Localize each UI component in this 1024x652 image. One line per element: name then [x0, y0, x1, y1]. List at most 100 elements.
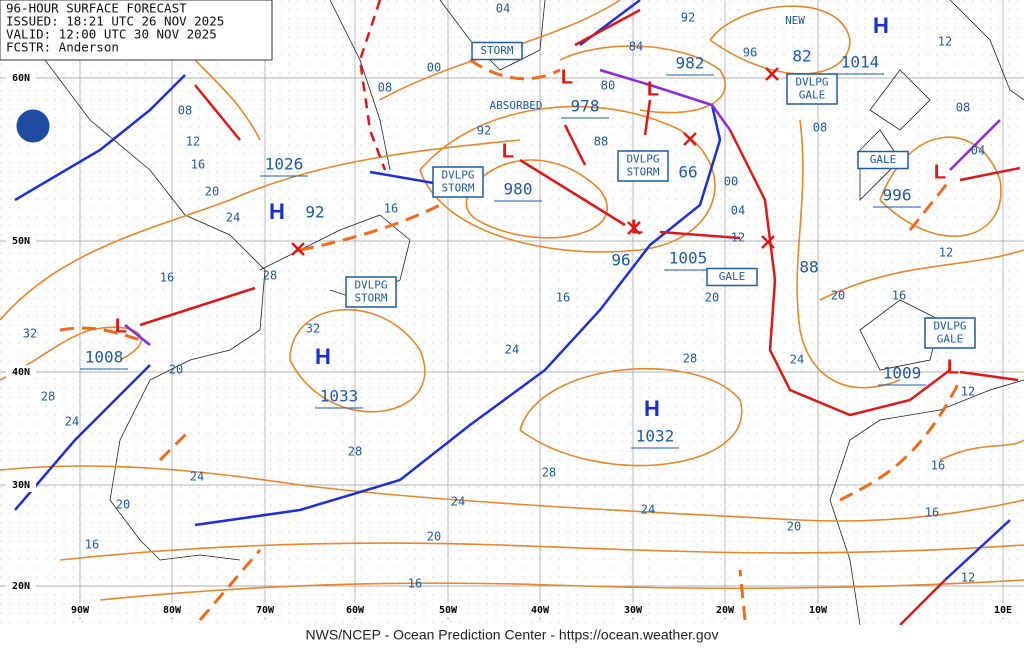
low-pressure: 1008	[85, 348, 124, 367]
warning-text: GALE	[719, 270, 746, 283]
lat-label-bg	[6, 579, 36, 593]
lon-label-bg	[250, 603, 280, 617]
cyclone-markers	[291, 67, 779, 256]
low-pressure: 996	[883, 186, 912, 205]
high-center: H	[873, 13, 889, 38]
lon-label: 10W	[809, 605, 828, 616]
isobar-label: 24	[505, 343, 519, 357]
isobar-label: 92	[477, 124, 491, 138]
isobar-label: 08	[178, 104, 192, 118]
isobar-label: 04	[731, 204, 745, 218]
isobar-label: 16	[384, 202, 398, 216]
lat-label-bg	[6, 478, 36, 492]
warning-text: STORM	[354, 292, 387, 305]
isobar-label: 12	[731, 231, 745, 245]
low-center: L	[631, 216, 643, 238]
isobar-label: 28	[263, 269, 277, 283]
isobar-label: 16	[191, 158, 205, 172]
low-pressure: 978	[571, 97, 600, 116]
isobar-label: 12	[939, 246, 953, 260]
lon-label-bg	[988, 603, 1018, 617]
isobar-label: 20	[787, 520, 801, 534]
warning-box	[786, 73, 838, 105]
lat-label: 40N	[12, 367, 30, 378]
isobar-label: 80	[601, 79, 615, 93]
isobar-label: 24	[451, 495, 465, 509]
labels: 60N 50N 40N 30N 20N 90W 80W 70W 60W 50W 40W 30W 20W 1…	[6, 2, 1018, 617]
warning-text: DVLPG	[354, 279, 387, 292]
isobar-label: 82	[792, 47, 811, 66]
warning-box	[617, 150, 669, 182]
footer-band	[0, 625, 1024, 652]
isobar-label: 12	[961, 385, 975, 399]
low-pressure: 980	[504, 180, 533, 199]
isobar-label: 28	[683, 352, 697, 366]
low-center: L	[934, 161, 946, 183]
isobar-label: 16	[925, 506, 939, 520]
lon-label-bg	[803, 603, 833, 617]
warning-text: DVLPG	[933, 320, 966, 333]
header-line: 96-HOUR SURFACE FORECAST	[6, 1, 187, 16]
warning-box	[345, 276, 397, 308]
header-line: ISSUED: 18:21 UTC 26 NOV 2025	[6, 14, 224, 29]
isobar-label: 04	[971, 144, 985, 158]
isobar-label: 96	[743, 46, 757, 60]
lat-label-bg	[6, 234, 36, 248]
warning-text: DVLPG	[441, 169, 474, 182]
isobar-label: 12	[961, 571, 975, 585]
header-line: VALID: 12:00 UTC 30 NOV 2025	[6, 27, 217, 42]
lon-label: 40W	[531, 605, 550, 616]
isobar-label: 32	[306, 322, 320, 336]
low-pressure: 1005	[669, 249, 708, 268]
isobar-label: 12	[938, 35, 952, 49]
isobar-label: 24	[226, 211, 240, 225]
isobar-label: 16	[931, 459, 945, 473]
isobars	[0, 0, 1024, 601]
isobar-label: 20	[705, 291, 719, 305]
isobar-label: 08	[956, 101, 970, 115]
high-pressure: 1032	[636, 427, 675, 446]
isobar-label: 20	[116, 498, 130, 512]
isobar-label: 28	[542, 466, 556, 480]
warning-text: GALE	[937, 333, 964, 346]
low-center: L	[561, 66, 573, 88]
isobar-label: 32	[23, 327, 37, 341]
motion-arrows	[139, 99, 1021, 382]
lat-label: 50N	[12, 236, 30, 247]
lat-label: 30N	[12, 480, 30, 491]
high-pressure: 1026	[265, 155, 304, 174]
isobar-label: 24	[790, 353, 804, 367]
isobar-label: 92	[305, 203, 324, 222]
low-center: L	[502, 140, 514, 162]
isobar-label: 24	[65, 415, 79, 429]
isobar-label: 24	[641, 503, 655, 517]
lon-label: 10E	[994, 605, 1012, 616]
isobar-label: 08	[813, 121, 827, 135]
warning-box	[924, 317, 976, 349]
low-pressure: 1009	[883, 364, 922, 383]
lon-label: 70W	[256, 605, 275, 616]
header-box	[0, 0, 273, 61]
lat-label: 60N	[12, 73, 30, 84]
warning-text: STORM	[626, 166, 659, 179]
low-center: L	[647, 78, 659, 100]
warning-box	[432, 166, 484, 198]
lon-label-bg	[525, 603, 555, 617]
isobar-label: 84	[629, 40, 643, 54]
lon-label: 30W	[624, 605, 643, 616]
lon-label-bg	[618, 603, 648, 617]
lon-label-bg	[433, 603, 463, 617]
troughs	[59, 58, 962, 621]
isobar-label: 20	[205, 185, 219, 199]
isobar-label: 96	[611, 251, 630, 270]
lon-label: 60W	[346, 605, 365, 616]
high-center: H	[269, 199, 285, 224]
lon-label-bg	[65, 603, 95, 617]
warning-box	[706, 267, 758, 287]
lon-label: 90W	[71, 605, 90, 616]
footer: NWS/NCEP - Ocean Prediction Center - htt…	[306, 627, 719, 643]
lon-label: 20W	[716, 605, 735, 616]
